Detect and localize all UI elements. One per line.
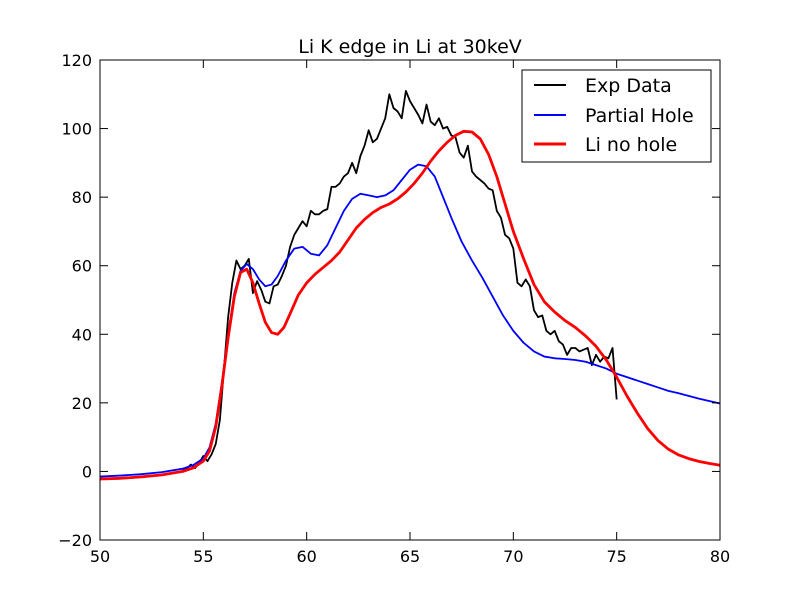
legend-label-partial-hole: Partial Hole — [585, 105, 694, 127]
series-line-li-no-hole — [99, 129, 721, 481]
chart-title: Li K edge in Li at 30keV — [298, 36, 522, 58]
series-layer — [99, 89, 721, 481]
y-tick-label: 20 — [72, 394, 92, 413]
y-tick-label: 40 — [72, 325, 92, 344]
y-tick-label: 80 — [72, 188, 92, 207]
ticks-layer: 50 55 60 65 70 75 80 −20 0 20 40 60 80 100 120 — [58, 51, 730, 566]
x-tick-label: 50 — [90, 547, 110, 566]
y-tick-label: 100 — [61, 120, 92, 139]
legend-label-li-no-hole: Li no hole — [585, 134, 677, 156]
y-tick-label: 120 — [61, 51, 92, 70]
x-tick-label: 80 — [710, 547, 730, 566]
y-tick-label: 60 — [72, 257, 92, 276]
legend: Exp Data Partial Hole Li no hole — [521, 69, 712, 163]
legend-label-exp-data: Exp Data — [585, 75, 672, 97]
x-tick-label: 70 — [503, 547, 523, 566]
x-tick-label: 55 — [193, 547, 213, 566]
y-tick-label: 0 — [82, 462, 92, 481]
x-tick-label: 65 — [400, 547, 420, 566]
y-tick-label: −20 — [58, 531, 92, 550]
x-tick-label: 60 — [296, 547, 316, 566]
x-tick-label: 75 — [606, 547, 626, 566]
